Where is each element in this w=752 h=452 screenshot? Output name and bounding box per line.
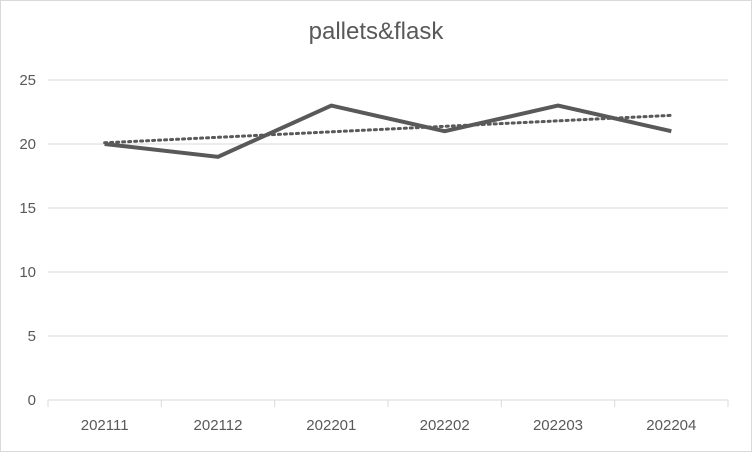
x-tick-label: 202201 bbox=[306, 417, 356, 434]
x-tick-label: 202202 bbox=[420, 417, 470, 434]
y-tick-label: 20 bbox=[19, 136, 36, 153]
series-line bbox=[104, 103, 672, 159]
gridlines bbox=[48, 79, 728, 337]
y-tick-label: 10 bbox=[19, 264, 36, 281]
chart-title: pallets&flask bbox=[308, 18, 444, 45]
y-tick-label: 5 bbox=[28, 328, 36, 345]
y-tick-label: 15 bbox=[19, 200, 36, 217]
x-axis-tick-labels: 202111 202112 202201 202202 202203 202204 bbox=[81, 417, 697, 434]
x-tick-label: 202203 bbox=[533, 417, 583, 434]
trendline-layer bbox=[103, 113, 673, 145]
x-axis bbox=[47, 399, 729, 407]
x-tick-label: 202204 bbox=[646, 417, 696, 434]
y-axis-tick-labels: 0 5 10 15 20 25 bbox=[19, 72, 36, 409]
series-layer bbox=[104, 103, 672, 159]
y-tick-label: 25 bbox=[19, 72, 36, 89]
trendline bbox=[103, 113, 673, 145]
y-tick-label: 0 bbox=[28, 392, 36, 409]
x-tick-label: 202112 bbox=[194, 417, 243, 434]
x-tick-label: 202111 bbox=[81, 417, 129, 434]
